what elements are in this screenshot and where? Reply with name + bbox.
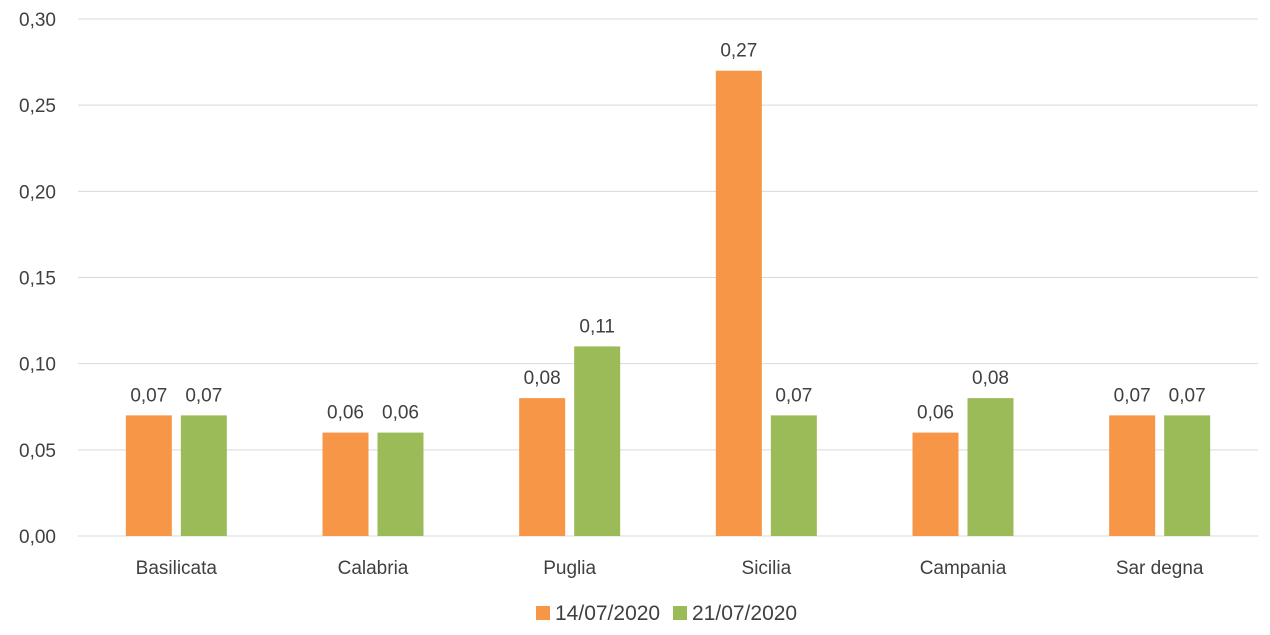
data-label: 0,07 <box>775 385 812 406</box>
y-tick-label: 0,20 <box>19 182 56 203</box>
legend-swatch <box>673 606 687 620</box>
data-label: 0,08 <box>972 368 1009 389</box>
bar <box>574 346 621 536</box>
bar <box>715 70 762 536</box>
y-tick-label: 0,00 <box>19 527 56 548</box>
y-axis-ticks: 0,00 0,05 0,10 0,15 0,20 0,25 0,30 <box>19 10 56 548</box>
y-tick-label: 0,05 <box>19 441 56 462</box>
bar <box>912 432 959 536</box>
x-category-label: Basilicata <box>136 558 218 579</box>
legend: 14/07/2020 21/07/2020 <box>536 602 797 625</box>
legend-swatch <box>536 606 550 620</box>
x-category-label: Sicilia <box>742 558 792 579</box>
data-label: 0,07 <box>1114 385 1151 406</box>
y-tick-label: 0,25 <box>19 96 56 117</box>
data-label: 0,06 <box>382 403 419 424</box>
bar <box>967 398 1014 536</box>
data-label: 0,07 <box>130 385 167 406</box>
bar <box>322 432 369 536</box>
gridlines <box>78 18 1258 537</box>
data-labels: 0,07 0,07 0,06 0,06 0,08 0,11 0,27 0,07 0,06 0,08… <box>130 41 1205 424</box>
bar <box>377 432 424 536</box>
data-label: 0,27 <box>720 41 757 62</box>
bar <box>180 415 227 536</box>
bar <box>1164 415 1211 536</box>
x-axis-categories: Basilicata Calabria Puglia Sicilia Campania S… <box>136 558 1204 579</box>
data-label: 0,06 <box>917 403 954 424</box>
data-label: 0,08 <box>524 368 561 389</box>
legend-label: 14/07/2020 <box>555 602 660 625</box>
bar <box>1109 415 1156 536</box>
bar <box>770 415 817 536</box>
y-tick-label: 0,10 <box>19 355 56 376</box>
x-category-label: Sar degna <box>1116 558 1204 579</box>
y-tick-label: 0,30 <box>19 10 56 31</box>
x-category-label: Calabria <box>338 558 409 579</box>
x-category-label: Campania <box>920 558 1007 579</box>
data-label: 0,07 <box>1169 385 1206 406</box>
data-label: 0,06 <box>327 403 364 424</box>
bar <box>519 398 566 536</box>
y-tick-label: 0,15 <box>19 269 56 290</box>
data-label: 0,07 <box>185 385 222 406</box>
data-label: 0,11 <box>579 316 615 337</box>
bar <box>125 415 172 536</box>
legend-label: 21/07/2020 <box>692 602 797 625</box>
bars <box>125 70 1211 536</box>
x-category-label: Puglia <box>543 558 596 579</box>
